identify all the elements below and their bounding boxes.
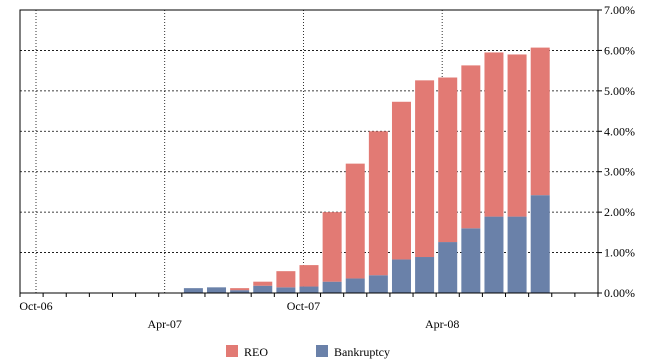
y-tick-label: 0.00% <box>604 286 635 300</box>
bar-bankruptcy-may-08 <box>461 228 481 293</box>
y-tick-label: 4.00% <box>604 124 635 138</box>
y-tick-label: 6.00% <box>604 43 635 57</box>
x-tick-label: Apr-07 <box>148 317 182 331</box>
grid-lines <box>20 10 598 293</box>
legend-swatch-reo <box>226 345 238 357</box>
legend-label-reo: REO <box>244 345 268 359</box>
bar-bankruptcy-apr-08 <box>438 242 458 293</box>
bar-bankruptcy-dec-07 <box>345 278 365 293</box>
bar-reo-mar-08 <box>415 80 435 258</box>
bar-reo-nov-07 <box>322 212 342 282</box>
bar-bankruptcy-feb-08 <box>391 259 411 293</box>
x-tick-label: Oct-06 <box>19 299 52 313</box>
y-axis-tick-labels: 0.00% 1.00% 2.00% 3.00% 4.00% 5.00% 6.00% 7.00% <box>604 3 635 300</box>
plot-frame <box>19 9 602 297</box>
plot-border <box>19 9 599 294</box>
legend: REO Bankruptcy <box>226 345 390 359</box>
bar-bankruptcy-may-07 <box>183 288 203 293</box>
bar-reo-dec-07 <box>345 163 365 279</box>
bar-bankruptcy-jun-08 <box>484 216 504 293</box>
bar-reo-apr-08 <box>438 77 458 243</box>
bar-bankruptcy-jul-07 <box>230 290 250 293</box>
bar-reo-may-08 <box>461 65 481 229</box>
bar-reo-aug-07 <box>253 281 273 286</box>
y-tick-label: 3.00% <box>604 165 635 179</box>
x-tick-label: Apr-08 <box>425 317 459 331</box>
x-tick-label: Oct-07 <box>287 299 320 313</box>
bar-reo-feb-08 <box>391 101 411 260</box>
bar-bankruptcy-nov-07 <box>322 281 342 293</box>
legend-swatch-bankruptcy <box>316 345 328 357</box>
bar-bankruptcy-oct-07 <box>299 286 319 293</box>
bar-reo-sep-07 <box>276 271 296 288</box>
legend-label-bankruptcy: Bankruptcy <box>334 345 390 359</box>
bar-bankruptcy-jun-07 <box>207 287 227 293</box>
bar-bankruptcy-jul-08 <box>507 216 527 293</box>
bar-reo-jan-08 <box>368 131 388 276</box>
bar-bankruptcy-mar-08 <box>415 257 435 293</box>
x-axis-tick-labels: Oct-06 Apr-07 Oct-07 Apr-08 <box>19 299 459 331</box>
y-tick-label: 5.00% <box>604 84 635 98</box>
bar-reo-aug-08 <box>530 47 550 196</box>
bar-bankruptcy-jan-08 <box>368 275 388 293</box>
bar-bankruptcy-aug-08 <box>530 195 550 293</box>
bar-bankruptcy-aug-07 <box>253 285 273 293</box>
y-tick-label: 7.00% <box>604 3 635 17</box>
bar-reo-jul-07 <box>230 288 250 291</box>
y-tick-label: 1.00% <box>604 246 635 260</box>
bar-bankruptcy-sep-07 <box>276 287 296 293</box>
y-tick-label: 2.00% <box>604 205 635 219</box>
bar-reo-jun-08 <box>484 52 504 217</box>
bars <box>183 47 550 293</box>
bar-reo-oct-07 <box>299 265 319 287</box>
bar-reo-jul-08 <box>507 54 527 217</box>
